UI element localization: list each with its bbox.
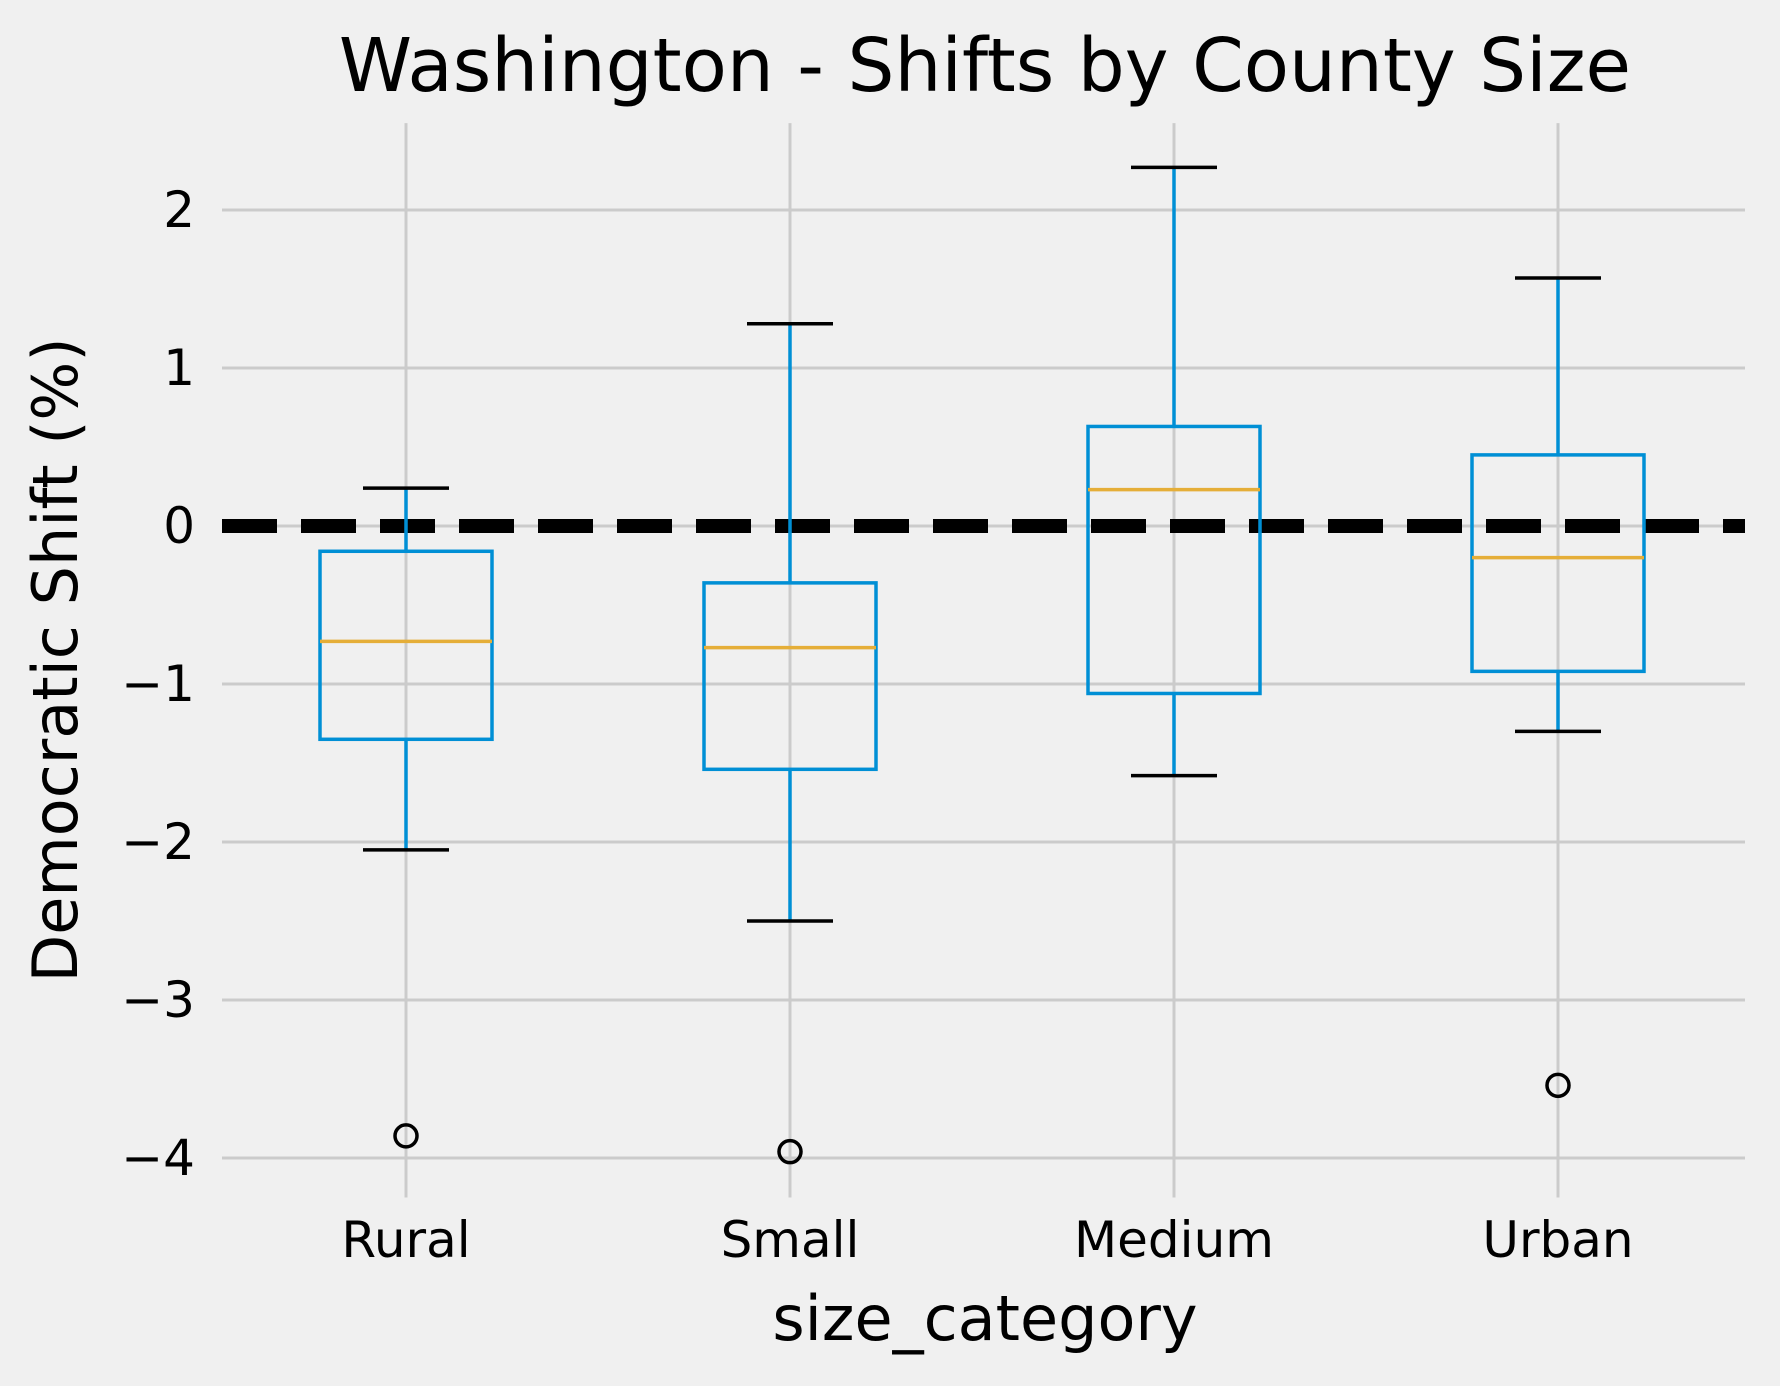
y-tick-label: −4 bbox=[121, 1129, 195, 1187]
y-tick-label: −1 bbox=[121, 655, 195, 713]
x-tick-labels: Rural Small Medium Urban bbox=[341, 1211, 1633, 1269]
boxes-group bbox=[318, 165, 1646, 1165]
y-axis-label: Democratic Shift (%) bbox=[19, 337, 92, 982]
y-tick-label: 0 bbox=[163, 497, 195, 555]
chart-title: Washington - Shifts by County Size bbox=[339, 23, 1631, 109]
x-tick-label: Rural bbox=[341, 1211, 470, 1269]
box-medium bbox=[1086, 165, 1262, 778]
box-small bbox=[702, 322, 878, 1165]
box-urban bbox=[1470, 276, 1646, 1099]
box-rural bbox=[318, 486, 494, 1149]
outlier-point bbox=[777, 1138, 803, 1165]
x-axis-label: size_category bbox=[772, 1282, 1197, 1355]
iqr-box bbox=[702, 581, 878, 772]
outlier-point bbox=[393, 1123, 419, 1149]
y-tick-label: 1 bbox=[163, 339, 195, 397]
iqr-box bbox=[1086, 424, 1262, 696]
iqr-box bbox=[318, 549, 494, 742]
y-tick-label: −2 bbox=[121, 813, 195, 871]
y-tick-label: −3 bbox=[121, 971, 195, 1029]
iqr-box bbox=[1470, 453, 1646, 674]
x-tick-label: Small bbox=[721, 1211, 860, 1269]
y-tick-label: 2 bbox=[163, 181, 195, 239]
x-tick-label: Urban bbox=[1482, 1211, 1633, 1269]
x-tick-label: Medium bbox=[1074, 1211, 1274, 1269]
y-tick-labels: 2 1 0 −1 −2 −3 −4 bbox=[121, 181, 195, 1187]
outlier-point bbox=[1545, 1072, 1571, 1099]
